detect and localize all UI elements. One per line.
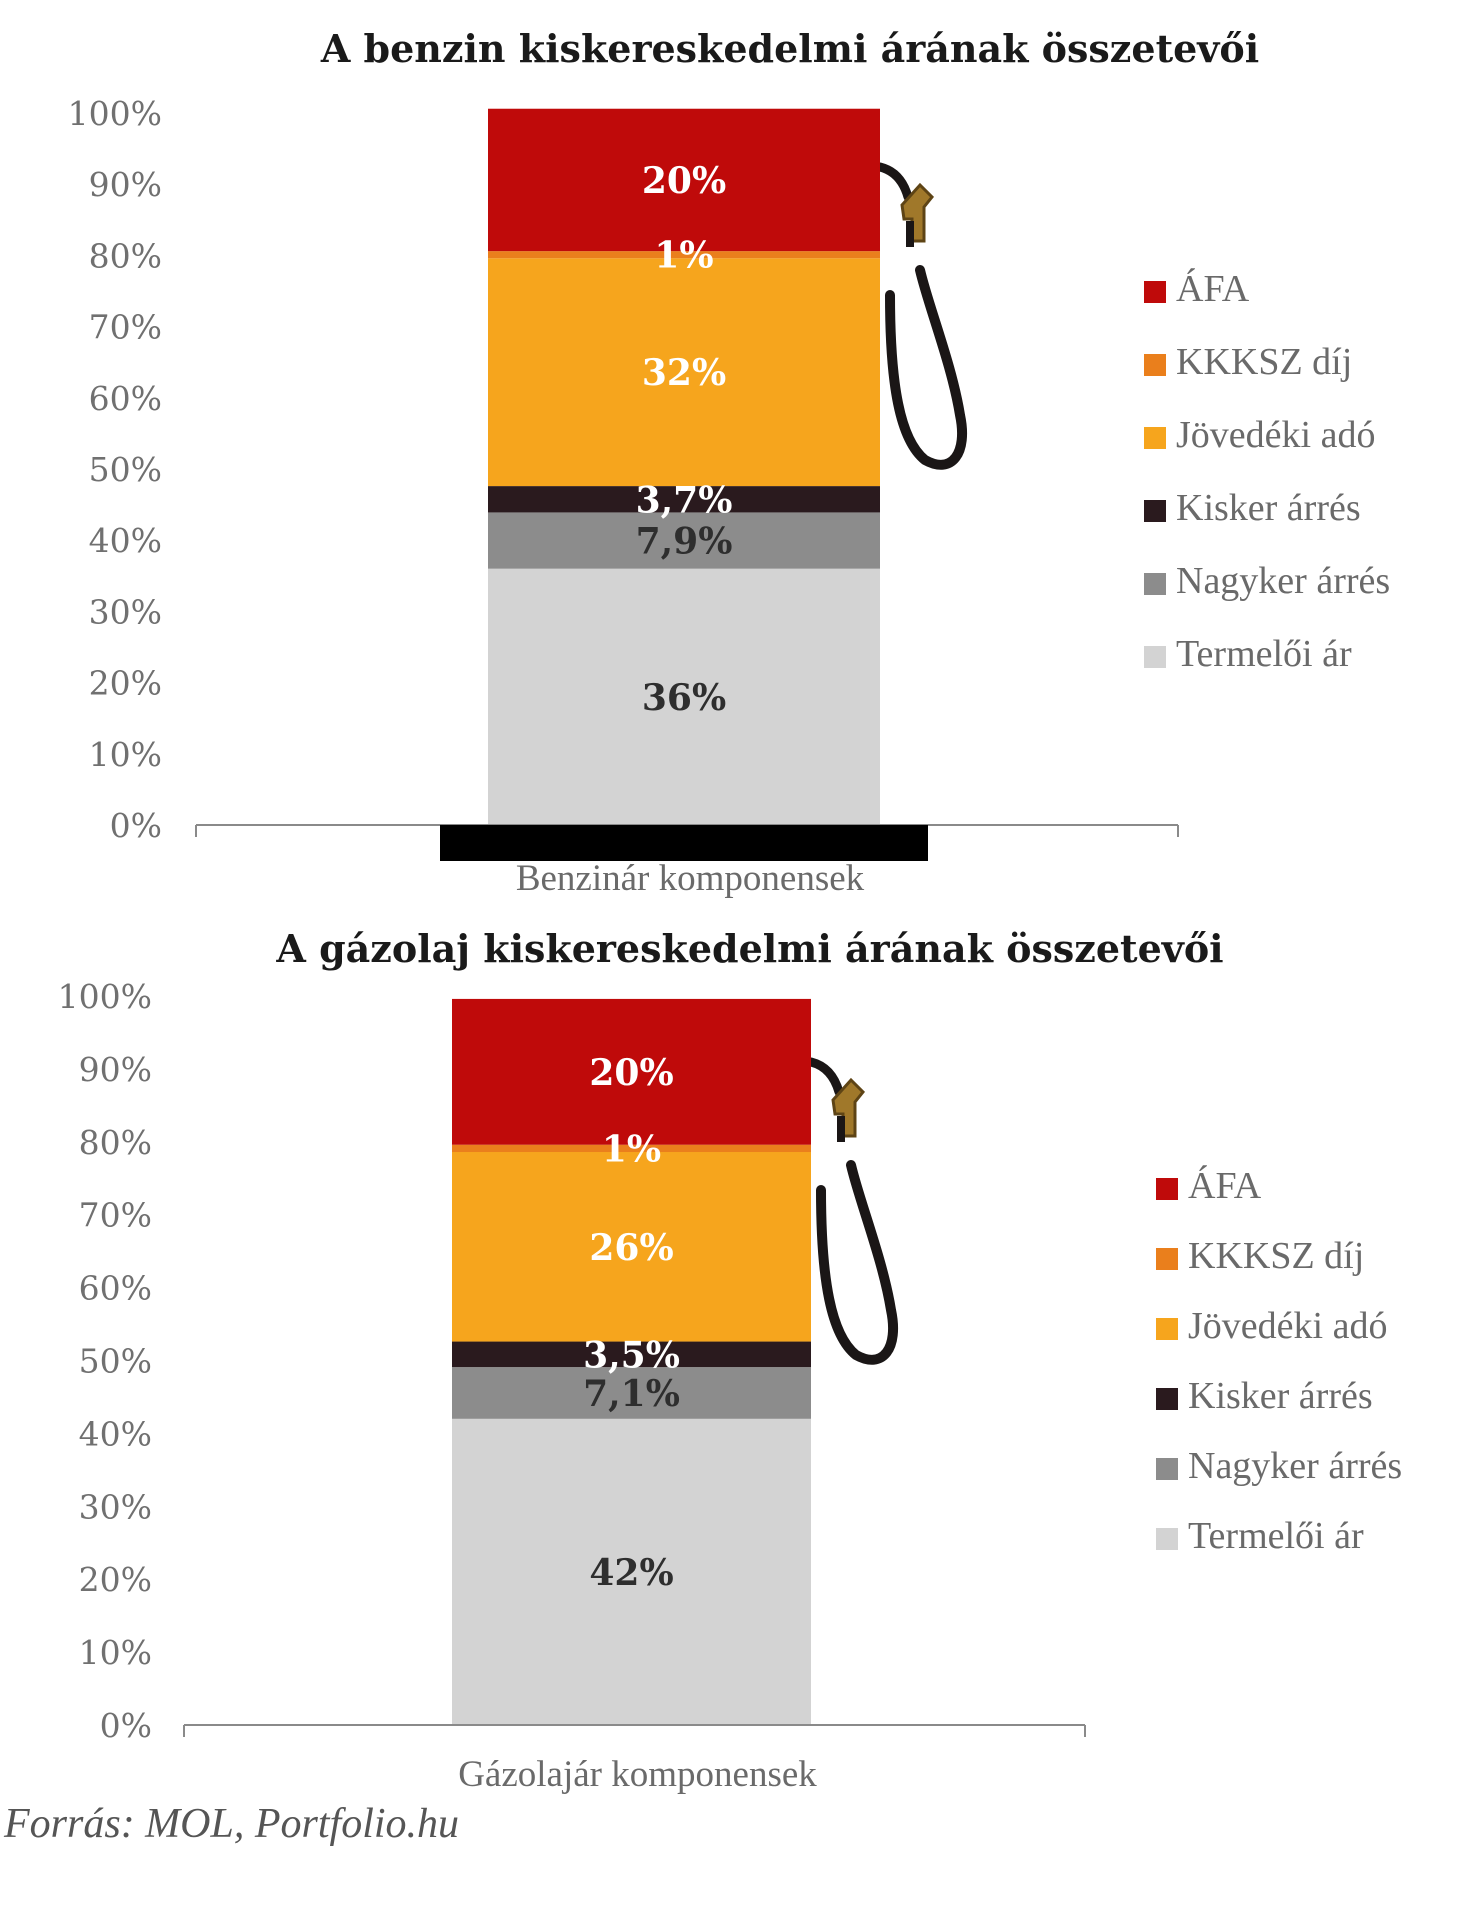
y-tick-label: 0% — [110, 806, 162, 845]
legend-swatch-kkksz-dij — [1144, 354, 1166, 376]
y-tick-label: 50% — [89, 450, 162, 489]
legend-swatch-jovedeki-ado — [1144, 427, 1166, 449]
y-tick-label: 20% — [79, 1560, 152, 1599]
data-label-afa: 20% — [642, 160, 726, 202]
legend-swatch-jovedeki-ado — [1156, 1318, 1178, 1340]
stacked-bar — [488, 108, 880, 825]
y-tick-label: 40% — [89, 521, 162, 560]
y-tick-label: 50% — [79, 1342, 152, 1381]
x-axis-label: Benzinár komponensek — [516, 858, 865, 899]
y-tick-label: 0% — [100, 1706, 152, 1745]
legend-label-afa: ÁFA — [1176, 268, 1250, 310]
bar-segment-jovedeki-ado — [488, 258, 880, 487]
y-tick-label: 20% — [89, 664, 162, 703]
y-tick-label: 90% — [79, 1050, 152, 1089]
legend-label-jovedeki-ado: Jövedéki adó — [1188, 1305, 1387, 1347]
data-label-jovedeki-ado: 32% — [642, 352, 726, 394]
nozzle-handle — [831, 1077, 866, 1138]
y-tick-label: 70% — [89, 308, 162, 347]
legend-swatch-afa — [1156, 1178, 1178, 1200]
legend-swatch-kisker-arres — [1144, 500, 1166, 522]
hose-top — [806, 1057, 844, 1097]
fuel-nozzle-icon — [875, 162, 968, 470]
bar-segment-afa — [488, 108, 880, 252]
y-tick-label: 100% — [68, 94, 162, 133]
nozzle-grip — [837, 1116, 845, 1142]
bar-segment-nagyker-arres — [488, 512, 880, 569]
legend-label-termeloi-ar: Termelői ár — [1176, 633, 1352, 675]
legend-label-termeloi-ar: Termelői ár — [1188, 1515, 1364, 1557]
data-label-jovedeki-ado: 26% — [589, 1227, 673, 1269]
pump-base — [440, 825, 928, 861]
legend-label-afa: ÁFA — [1188, 1165, 1262, 1207]
legend-label-kkksz-dij: KKKSZ díj — [1176, 341, 1352, 383]
hose-loop — [885, 265, 968, 470]
legend-label-kisker-arres: Kisker árrés — [1176, 487, 1361, 529]
bar-segment-kkksz-dij — [452, 1144, 811, 1153]
legend-swatch-afa — [1144, 281, 1166, 303]
data-label-kisker-arres: 3,5% — [583, 1334, 680, 1376]
bar-segment-nagyker-arres — [452, 1367, 811, 1419]
legend-label-nagyker-arres: Nagyker árrés — [1188, 1445, 1402, 1487]
data-label-afa: 20% — [589, 1052, 673, 1094]
legend: ÁFA KKKSZ díj Jövedéki adó Kisker árrés Nagy… — [1144, 268, 1390, 675]
y-tick-label: 80% — [79, 1123, 152, 1162]
bar-segment-kkksz-dij — [488, 251, 880, 259]
y-tick-label: 10% — [89, 735, 162, 774]
y-tick-label: 70% — [79, 1196, 152, 1235]
bar-segment-jovedeki-ado — [452, 1152, 811, 1342]
chart-title: A benzin kiskereskedelmi árának összetev… — [320, 26, 1259, 71]
chart-2: A gázolaj kiskereskedelmi árának összete… — [58, 926, 1403, 1795]
legend-label-nagyker-arres: Nagyker árrés — [1176, 560, 1390, 602]
data-label-termeloi-ar: 36% — [642, 677, 726, 719]
hose-top — [875, 162, 913, 202]
y-tick-label: 60% — [89, 379, 162, 418]
legend-swatch-termeloi-ar — [1156, 1528, 1178, 1550]
y-tick-label: 10% — [79, 1633, 152, 1672]
legend-label-kisker-arres: Kisker árrés — [1188, 1375, 1373, 1417]
y-tick-label: 90% — [89, 165, 162, 204]
hose-loop — [816, 1160, 899, 1365]
chart-1: A benzin kiskereskedelmi árának összetev… — [68, 26, 1391, 899]
legend-swatch-termeloi-ar — [1144, 646, 1166, 668]
nozzle-grip — [906, 221, 914, 247]
bar-segment-kisker-arres — [452, 1341, 811, 1368]
legend-label-kkksz-dij: KKKSZ díj — [1188, 1235, 1364, 1277]
bar-segment-termeloi-ar — [452, 1418, 811, 1725]
data-label-kkksz-dij: 1% — [654, 235, 713, 277]
y-tick-label: 100% — [58, 977, 152, 1016]
legend-swatch-kisker-arres — [1156, 1388, 1178, 1410]
legend-swatch-nagyker-arres — [1144, 573, 1166, 595]
nozzle-handle — [900, 182, 935, 243]
chart-title: A gázolaj kiskereskedelmi árának összete… — [275, 926, 1223, 971]
data-label-nagyker-arres: 7,9% — [636, 521, 733, 563]
y-tick-label: 60% — [79, 1269, 152, 1308]
legend-swatch-kkksz-dij — [1156, 1248, 1178, 1270]
legend-label-jovedeki-ado: Jövedéki adó — [1176, 414, 1375, 456]
y-axis-ticks: 0% 10% 20% 30% 40% 50% 60% 70% 80% 90% 100% — [68, 94, 162, 845]
data-label-termeloi-ar: 42% — [589, 1552, 673, 1594]
data-label-kisker-arres: 3,7% — [636, 479, 733, 521]
legend-swatch-nagyker-arres — [1156, 1458, 1178, 1480]
source-note: Forrás: MOL, Portfolio.hu — [4, 1801, 460, 1847]
x-axis-label: Gázolajár komponensek — [458, 1754, 817, 1795]
legend: ÁFA KKKSZ díj Jövedéki adó Kisker árrés Nagy… — [1156, 1165, 1402, 1557]
bar-segment-afa — [452, 998, 811, 1145]
y-tick-label: 40% — [79, 1414, 152, 1453]
bar-segment-termeloi-ar — [488, 568, 880, 825]
fuel-nozzle-icon — [806, 1057, 899, 1365]
y-tick-label: 30% — [79, 1487, 152, 1526]
y-tick-label: 30% — [89, 592, 162, 631]
data-label-kkksz-dij: 1% — [602, 1128, 661, 1170]
data-label-nagyker-arres: 7,1% — [583, 1373, 680, 1415]
y-tick-label: 80% — [89, 236, 162, 275]
bar-segment-kisker-arres — [488, 486, 880, 513]
y-axis-ticks: 0% 10% 20% 30% 40% 50% 60% 70% 80% 90% 100% — [58, 977, 152, 1745]
stacked-bar — [452, 998, 811, 1725]
